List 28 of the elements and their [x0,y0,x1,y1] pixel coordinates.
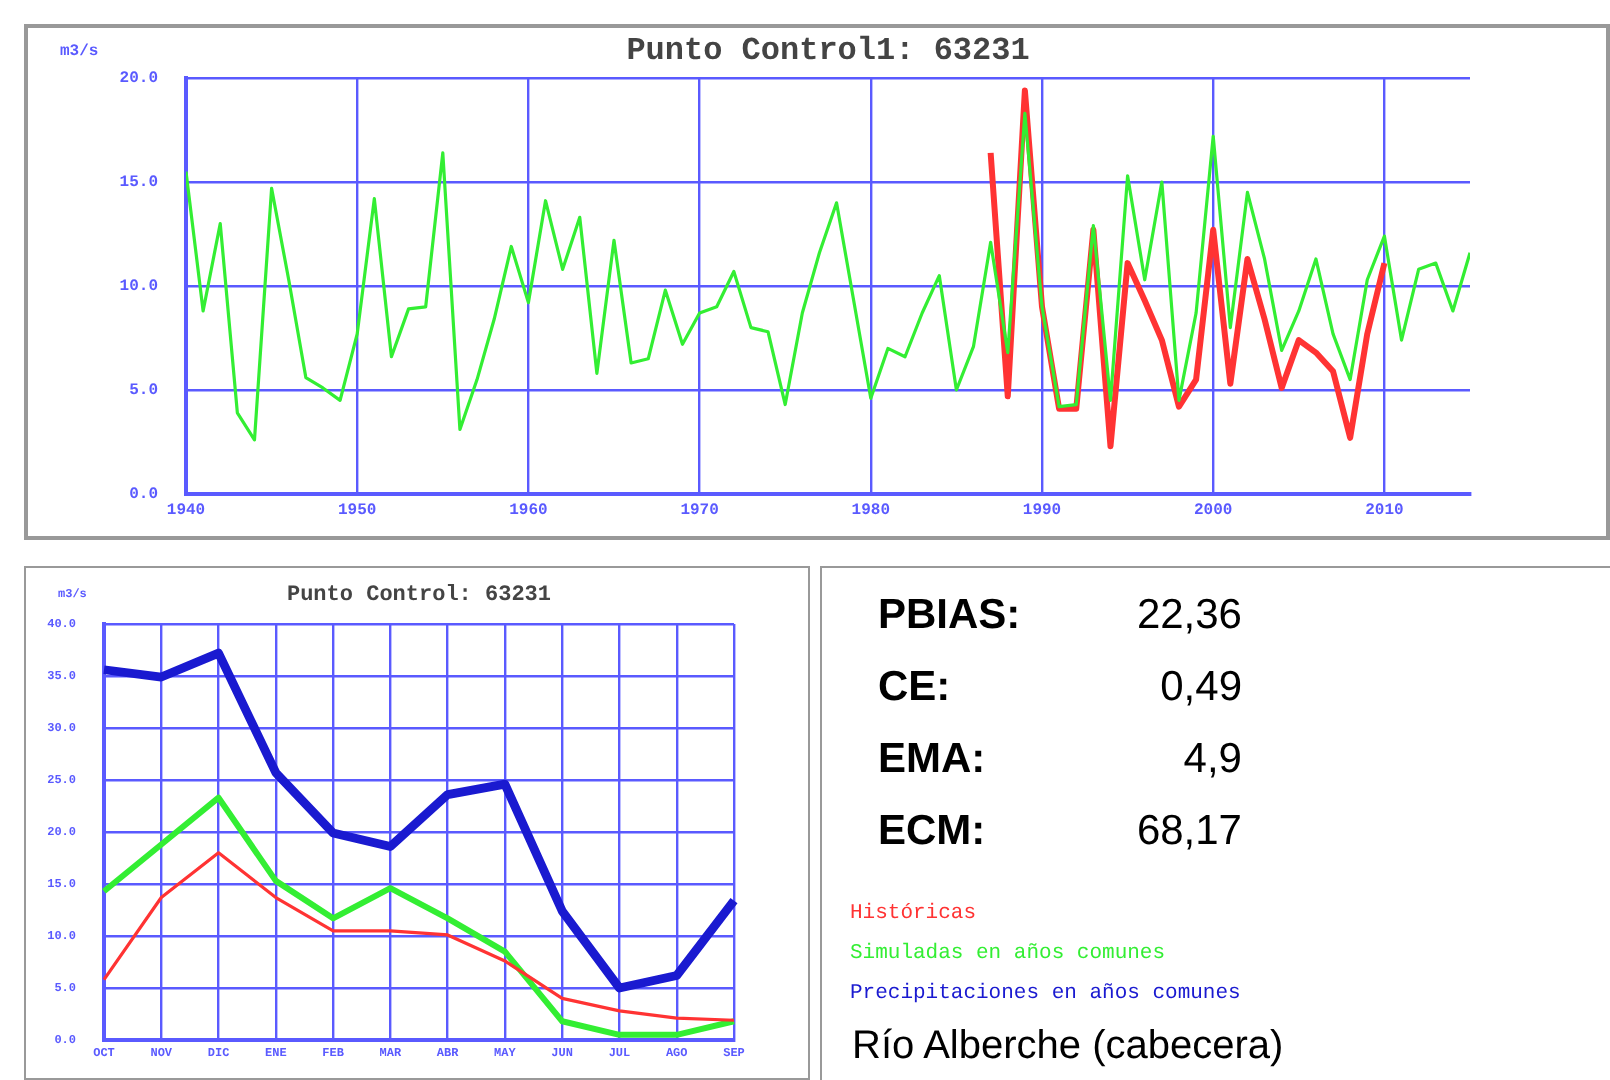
x-tick-label: 1980 [851,501,891,520]
text: Simuladas en años comunes [850,940,1168,970]
text: 0,49 [1158,664,1242,712]
x-tick-label: 1940 [166,501,206,520]
y-tick-label: 0.0 [129,486,159,505]
y-tick-label: 20.0 [119,70,159,89]
chart-title: Punto Control: 63231 [286,583,552,608]
text: EMA: [878,736,988,784]
y-tick-label: 10.0 [119,278,159,297]
text: Históricas [850,900,979,930]
text: Río Alberche (cabecera) [852,1024,1284,1070]
y-tick-label: 5.0 [129,382,159,401]
y-axis-title: m3/s [60,43,99,62]
x-tick-label: 1960 [509,501,548,520]
text: 22,36 [1134,592,1242,640]
x-tick-label: 2000 [1194,501,1233,520]
x-tick-label: 1990 [1022,501,1062,520]
text: PBIAS: [878,592,1023,640]
text: 68,17 [1134,808,1242,856]
x-tick-label: 1970 [680,501,720,520]
text: Precipitaciones en años comunes [850,980,1241,1010]
text: ECM: [878,808,988,856]
text: 4,9 [1181,736,1242,784]
text: CE: [878,664,953,712]
x-tick-label: 2010 [1365,501,1404,520]
y-tick-label: 15.0 [119,174,159,193]
x-tick-label: 1950 [338,501,377,520]
chart-title: Punto Control1: 63231 [626,33,1030,70]
